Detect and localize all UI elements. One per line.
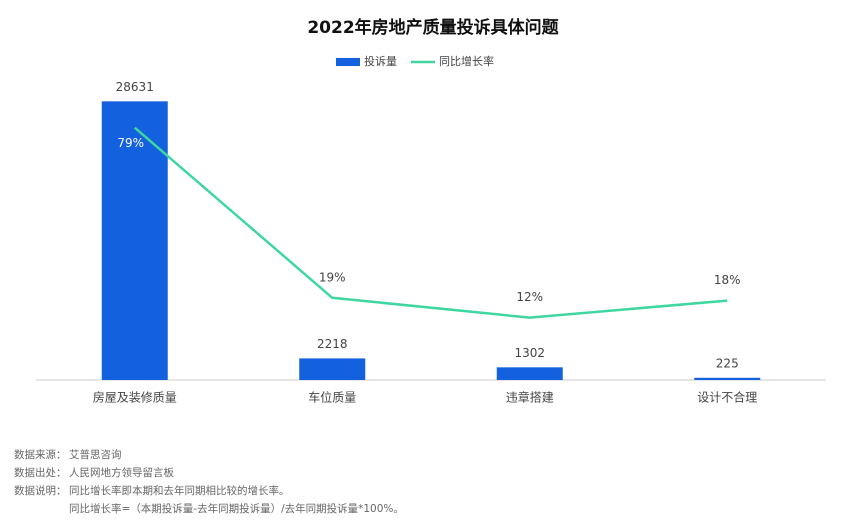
note-text: 艾普思咨询 (69, 448, 122, 461)
line-value-label: 19% (319, 270, 346, 284)
note-label: 数据出处： (14, 466, 67, 479)
bar-value-label: 2218 (317, 337, 348, 351)
x-tick-label: 设计不合理 (697, 390, 757, 405)
bar-value-label: 1302 (514, 346, 545, 360)
legend-label: 同比增长率 (439, 54, 494, 68)
bar (299, 358, 366, 380)
legend-swatch (336, 58, 360, 66)
legend-label: 投诉量 (364, 54, 397, 68)
note-text: 同比增长率=（本期投诉量-去年同期投诉量）/去年同期投诉量*100%。 (69, 502, 404, 515)
chart-title: 2022年房地产质量投诉具体问题 (307, 17, 559, 38)
line-value-label: 12% (516, 290, 543, 304)
note-text: 同比增长率即本期和去年同期相比较的增长率。 (69, 484, 290, 497)
line-value-label: 79% (117, 136, 144, 150)
bar (694, 377, 761, 380)
x-tick-label: 违章搭建 (506, 390, 554, 405)
note-label: 数据说明： (14, 484, 67, 497)
bar (496, 367, 563, 380)
x-tick-label: 房屋及装修质量 (93, 390, 177, 405)
bar-value-label: 28631 (116, 80, 154, 94)
note-label: 数据来源： (14, 448, 67, 461)
x-tick-label: 车位质量 (308, 390, 356, 405)
note-text: 人民网地方领导留言板 (69, 466, 174, 479)
line-value-label: 18% (714, 273, 741, 287)
line (133, 126, 728, 319)
bar-value-label: 225 (716, 356, 739, 370)
